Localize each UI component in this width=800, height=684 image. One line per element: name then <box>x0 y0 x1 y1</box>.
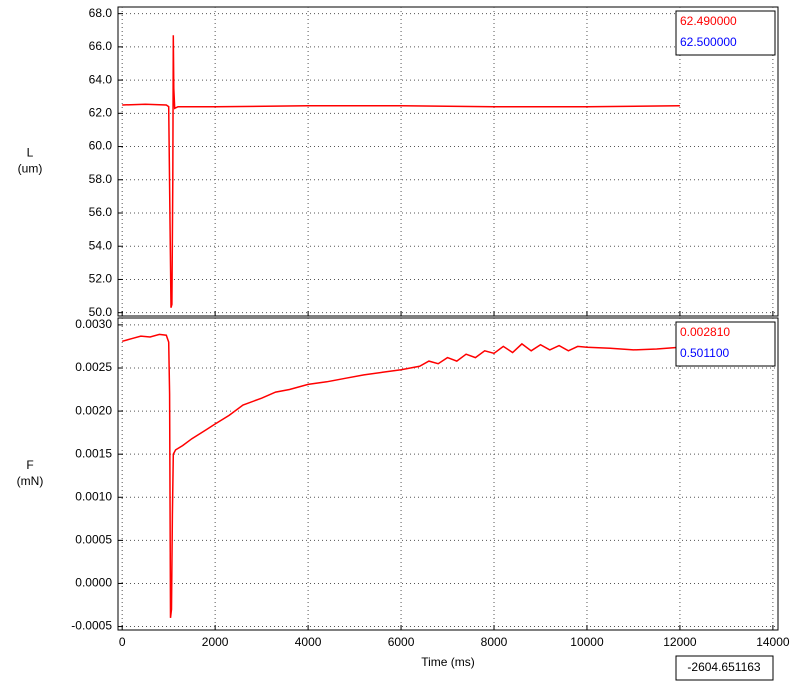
y-axis-unit: (mN) <box>17 474 44 488</box>
y-axis-label: L <box>27 146 34 160</box>
x-tick-label: 6000 <box>388 635 415 649</box>
y-tick-label: 0.0005 <box>75 533 112 547</box>
y-axis-unit: (um) <box>18 162 43 176</box>
x-tick-label: 14000 <box>756 635 790 649</box>
y-tick-label: 60.0 <box>89 139 113 153</box>
y-tick-label: 50.0 <box>89 305 113 319</box>
y-tick-label: 66.0 <box>89 39 113 53</box>
readout-box <box>675 10 776 56</box>
plot-frame <box>117 6 779 317</box>
y-axis-label: F <box>26 458 33 472</box>
y-tick-label: 0.0010 <box>75 489 112 503</box>
x-axis-label: Time (ms) <box>421 655 475 669</box>
readout-value: 0.002810 <box>680 325 730 339</box>
y-tick-label: 58.0 <box>89 172 113 186</box>
cursor-readout-box <box>675 655 774 681</box>
y-tick-label: 0.0030 <box>75 317 112 331</box>
data-line <box>122 35 680 308</box>
plot-frame <box>117 317 779 631</box>
x-tick-label: 10000 <box>570 635 604 649</box>
y-tick-label: 68.0 <box>89 6 113 20</box>
x-tick-label: 0 <box>119 635 126 649</box>
readout-value: 62.500000 <box>680 35 737 49</box>
x-tick-label: 8000 <box>481 635 508 649</box>
readout-value: 62.490000 <box>680 14 737 28</box>
readout-box <box>675 321 776 367</box>
readout-value: 0.501100 <box>680 346 729 360</box>
cursor-readout: -2604.651163 <box>687 660 761 674</box>
x-tick-label: 4000 <box>295 635 322 649</box>
y-tick-label: 0.0000 <box>75 576 112 590</box>
y-tick-label: 62.0 <box>89 105 113 119</box>
y-tick-label: 0.0015 <box>75 446 112 460</box>
y-tick-label: 0.0025 <box>75 360 112 374</box>
y-tick-label: 52.0 <box>89 272 113 286</box>
y-tick-label: 54.0 <box>89 238 113 252</box>
x-tick-label: 12000 <box>663 635 697 649</box>
y-tick-label: -0.0005 <box>71 619 112 633</box>
y-tick-label: 0.0020 <box>75 403 112 417</box>
x-tick-label: 2000 <box>202 635 229 649</box>
y-tick-label: 56.0 <box>89 205 113 219</box>
y-tick-label: 64.0 <box>89 72 113 86</box>
data-line <box>121 333 680 618</box>
